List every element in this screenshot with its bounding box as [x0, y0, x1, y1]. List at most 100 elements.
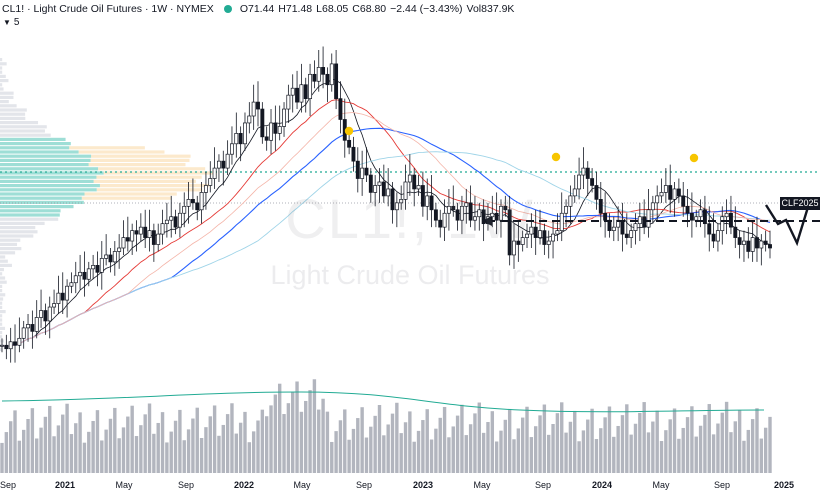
candle — [151, 230, 156, 245]
volume-bar — [547, 434, 551, 473]
candle — [624, 233, 629, 238]
volume-bar — [273, 394, 278, 473]
volume-bar — [334, 431, 338, 473]
volume-profile-bar — [0, 318, 3, 322]
candle — [503, 205, 508, 211]
candle — [676, 188, 681, 197]
candle — [755, 237, 759, 249]
candle — [711, 233, 716, 242]
x-axis-tick-label: 2021 — [55, 480, 75, 490]
volume-bar — [61, 414, 65, 473]
candle — [108, 254, 113, 263]
candle — [698, 209, 703, 218]
volume-bar — [113, 407, 117, 473]
candle — [247, 115, 252, 124]
x-axis-tick-label: Sep — [356, 480, 372, 490]
volume-bar — [317, 409, 321, 473]
candle — [568, 195, 573, 207]
candle — [0, 344, 4, 347]
volume-bar — [147, 403, 152, 473]
ma-red-line — [1, 99, 771, 348]
candle — [134, 230, 139, 235]
volume-bar — [577, 441, 581, 473]
volume-bar — [538, 415, 542, 473]
candle — [720, 216, 725, 231]
volume-bar — [52, 436, 56, 473]
volume-profile-bar — [0, 234, 34, 238]
volume-bar — [399, 433, 403, 473]
volume-profile-bar — [0, 322, 3, 326]
volume-bar — [677, 438, 681, 473]
volume-profile-bar — [0, 293, 6, 297]
candle — [533, 226, 538, 238]
volume-profile-bar — [0, 310, 6, 314]
volume-bar — [646, 432, 651, 473]
indicators-toggle[interactable]: ▼ 5 — [3, 17, 19, 28]
volume-profile-bar — [0, 83, 3, 87]
candle — [60, 292, 65, 301]
volume-profile-bar — [0, 209, 61, 213]
volume-bar — [108, 418, 113, 473]
candle — [694, 216, 699, 221]
candle — [377, 181, 382, 186]
volume-bar — [499, 430, 503, 473]
candle — [577, 174, 582, 190]
volume-bar — [178, 409, 182, 473]
volume-bar — [477, 402, 481, 473]
volume-bar — [13, 410, 17, 473]
low-label: L — [316, 3, 322, 15]
volume-profile-bar — [0, 163, 89, 167]
open-label: O — [239, 3, 248, 15]
volume-bar — [260, 409, 265, 473]
volume-bar — [755, 408, 759, 473]
candle — [394, 202, 399, 211]
volume-profile-bar — [0, 66, 3, 70]
candle — [26, 324, 30, 329]
candle — [360, 167, 365, 179]
volume-profile-bar — [0, 305, 3, 309]
volume-bar — [156, 422, 160, 473]
candle — [4, 344, 9, 350]
candle — [594, 185, 599, 200]
volume-bar — [703, 414, 707, 473]
candle — [216, 160, 221, 169]
candle — [234, 133, 239, 145]
volume-bar — [442, 406, 447, 473]
candle — [520, 237, 525, 245]
candle — [464, 202, 469, 207]
symbol-title[interactable]: CL1! · Light Crude Oil Futures · 1W · NY… — [2, 3, 214, 15]
x-axis-tick-label: Sep — [178, 480, 194, 490]
candle — [416, 185, 421, 190]
volume-bar — [750, 419, 755, 473]
volume-bar — [451, 426, 455, 473]
candle — [707, 223, 712, 235]
candle — [277, 126, 282, 134]
volume-profile-bar — [0, 272, 3, 276]
volume-profile-bar — [0, 62, 7, 66]
candle — [121, 237, 126, 249]
candle — [373, 185, 378, 193]
volume-bar — [160, 412, 165, 473]
volume-bar — [165, 442, 169, 473]
volume-bar — [208, 416, 212, 473]
volume-bar — [221, 424, 225, 473]
volume-bar — [551, 423, 555, 473]
volume-bar — [39, 427, 43, 473]
candle — [299, 84, 304, 103]
volume-profile-bar — [0, 192, 85, 196]
candle — [273, 122, 278, 134]
volume-bar — [364, 437, 369, 473]
candle — [598, 199, 603, 214]
volume-bar — [104, 429, 108, 473]
candle — [338, 98, 343, 120]
x-axis-tick-label: May — [115, 480, 133, 490]
candle — [312, 73, 317, 82]
candle — [468, 202, 473, 221]
volume-bar — [737, 410, 742, 473]
candle — [308, 73, 313, 99]
candle — [251, 101, 256, 117]
volume-bar — [291, 392, 295, 473]
chevron-down-icon: ▼ — [3, 18, 11, 27]
candle — [347, 139, 352, 148]
